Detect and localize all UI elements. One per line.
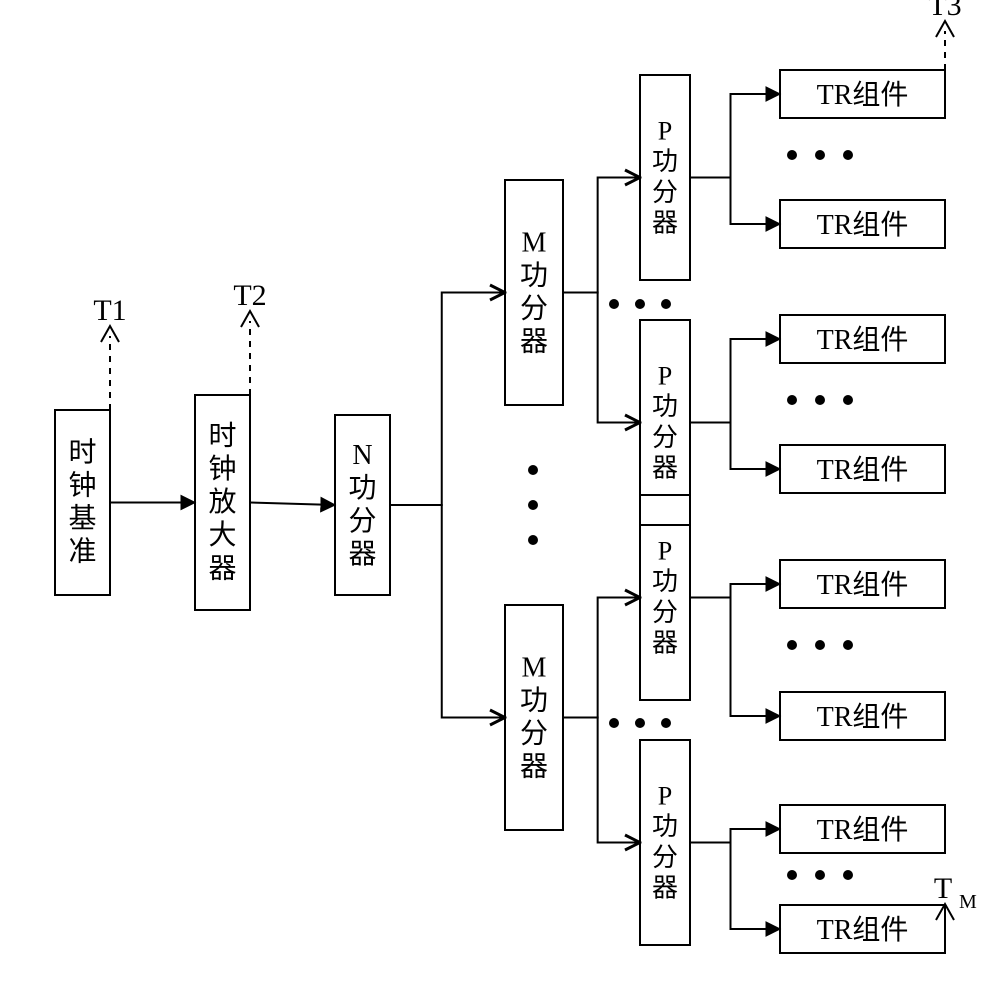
node-label: 器 xyxy=(208,553,236,584)
node-label: 放 xyxy=(208,486,236,518)
ellipsis-dot xyxy=(843,870,853,880)
node-label: 分 xyxy=(652,423,678,452)
node-label: 分 xyxy=(652,843,678,872)
node-label: 时 xyxy=(68,437,96,469)
node-label: 准 xyxy=(68,536,96,568)
ellipsis-dot xyxy=(815,640,825,650)
node-label: 时 xyxy=(208,420,236,452)
edge xyxy=(690,829,780,843)
node-m_div_top xyxy=(505,180,563,405)
node-label: TR组件 xyxy=(817,569,909,601)
ellipsis-dot xyxy=(843,395,853,405)
node-label: 大 xyxy=(208,519,236,551)
ellipsis-dot xyxy=(843,150,853,160)
edge xyxy=(563,718,640,843)
ellipsis-dot xyxy=(609,718,619,728)
node-label: P xyxy=(658,537,672,566)
node-label: M xyxy=(522,228,547,259)
edge xyxy=(690,339,780,423)
edge xyxy=(563,178,640,293)
node-label: 功 xyxy=(652,567,678,596)
node-label: P xyxy=(658,117,672,146)
node-label: N xyxy=(352,440,372,471)
node-label: 功 xyxy=(652,392,678,421)
node-label: 钟 xyxy=(68,470,96,502)
ellipsis-dot xyxy=(528,535,538,545)
edge xyxy=(690,178,780,225)
edge xyxy=(690,94,780,178)
node-label: 器 xyxy=(520,752,548,783)
node-label: 基 xyxy=(68,503,96,535)
node-label: 分 xyxy=(348,506,376,537)
node-label: 功 xyxy=(520,686,548,717)
node-label: 分 xyxy=(520,294,548,325)
ellipsis-dot xyxy=(815,150,825,160)
node-label: TR组件 xyxy=(817,701,909,733)
node-label: TR组件 xyxy=(817,324,909,356)
edge xyxy=(690,598,780,717)
edge xyxy=(390,505,505,718)
node-label: 器 xyxy=(520,327,548,358)
ellipsis-dot xyxy=(661,299,671,309)
ellipsis-dot xyxy=(815,395,825,405)
node-label: 器 xyxy=(652,209,678,238)
edge xyxy=(690,584,780,598)
ellipsis-dot xyxy=(661,718,671,728)
node-label: TR组件 xyxy=(817,454,909,486)
node-label: 器 xyxy=(348,539,376,570)
node-label: TR组件 xyxy=(817,79,909,111)
edge xyxy=(390,293,505,506)
ellipsis-dot xyxy=(843,640,853,650)
node-label: 功 xyxy=(520,261,548,292)
node-label: 功 xyxy=(652,147,678,176)
node-label: P xyxy=(658,782,672,811)
ellipsis-dot xyxy=(787,150,797,160)
tap-label: T1 xyxy=(93,294,126,327)
tap-label: T3 xyxy=(928,0,961,22)
node-label: P xyxy=(658,362,672,391)
edge xyxy=(250,503,335,506)
node-label: 功 xyxy=(348,473,376,504)
node-label: 功 xyxy=(652,812,678,841)
node-label: TR组件 xyxy=(817,814,909,846)
block-diagram: 时钟基准时钟放大器N功分器M功分器M功分器P功分器P功分器P功分器P功分器TR组… xyxy=(0,0,1000,981)
node-label: TR组件 xyxy=(817,914,909,946)
edge xyxy=(563,293,640,423)
node-label: M xyxy=(522,653,547,684)
node-label: 钟 xyxy=(208,453,236,485)
ellipsis-dot xyxy=(528,500,538,510)
node-label: 器 xyxy=(652,629,678,658)
ellipsis-dot xyxy=(815,870,825,880)
node-label: 分 xyxy=(520,719,548,750)
node-label: 分 xyxy=(652,178,678,207)
node-label: TR组件 xyxy=(817,209,909,241)
edge xyxy=(690,843,780,930)
edge xyxy=(563,598,640,718)
node-label: 器 xyxy=(652,454,678,483)
tap-arrow xyxy=(936,21,954,37)
ellipsis-dot xyxy=(635,299,645,309)
node-m_div_bot xyxy=(505,605,563,830)
tap-arrow xyxy=(101,326,119,342)
edge xyxy=(690,423,780,470)
ellipsis-dot xyxy=(609,299,619,309)
tap-label: T2 xyxy=(233,279,266,312)
node-label: 分 xyxy=(652,598,678,627)
tap-label: T xyxy=(934,872,952,905)
ellipsis-dot xyxy=(635,718,645,728)
tap-arrow xyxy=(241,311,259,327)
tap-label-sub: M xyxy=(959,891,977,913)
ellipsis-dot xyxy=(787,870,797,880)
ellipsis-dot xyxy=(528,465,538,475)
node-label: 器 xyxy=(652,874,678,903)
ellipsis-dot xyxy=(787,395,797,405)
ellipsis-dot xyxy=(787,640,797,650)
